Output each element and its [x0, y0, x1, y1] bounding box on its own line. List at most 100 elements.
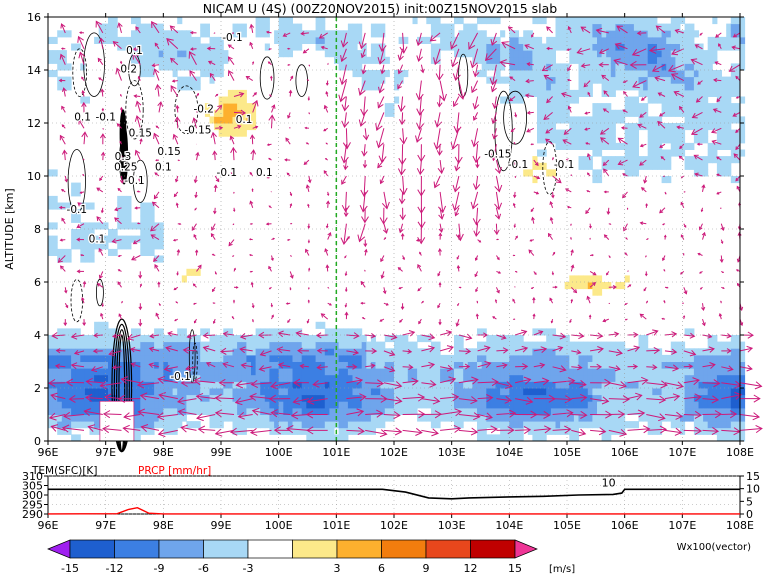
- wind-vector-head: [512, 202, 516, 206]
- wind-vector: [233, 111, 246, 114]
- wind-vector-head: [176, 248, 181, 253]
- ts-left-tick-label: 295: [22, 499, 43, 512]
- wind-vector: [546, 26, 553, 34]
- wind-vector-head: [722, 286, 725, 289]
- wind-vector-head: [249, 134, 256, 140]
- wind-vector: [214, 151, 216, 161]
- wind-vector-head: [230, 172, 234, 175]
- contour-label: -0.1: [508, 159, 529, 171]
- wind-vector-head: [117, 269, 121, 272]
- wind-vector: [215, 429, 235, 435]
- wind-vector-head: [592, 282, 597, 286]
- wind-vector-head: [82, 322, 87, 326]
- wind-vector-head: [570, 236, 572, 239]
- wind-vector: [344, 96, 347, 111]
- wind-vector: [456, 318, 460, 327]
- wind-vector: [491, 80, 497, 92]
- wind-vector: [402, 380, 418, 384]
- wind-vector-head: [735, 177, 739, 182]
- wind-vector-head: [303, 161, 308, 166]
- wind-vector: [440, 396, 459, 400]
- wind-vector: [514, 378, 531, 384]
- wind-vector-head: [165, 345, 172, 353]
- wind-vector: [127, 334, 141, 340]
- wind-vector-head: [475, 164, 480, 169]
- wind-vector-head: [735, 75, 739, 80]
- wind-vector-head: [639, 313, 644, 318]
- wind-vector-head: [137, 75, 141, 79]
- wind-vector-head: [378, 44, 387, 52]
- wind-vector: [694, 173, 703, 177]
- wind-vector-head: [438, 228, 444, 233]
- wind-vector: [278, 364, 291, 368]
- wind-vector-head: [117, 187, 121, 191]
- wind-vector: [496, 398, 512, 402]
- wind-vector: [691, 59, 703, 66]
- wind-vector-head: [151, 20, 158, 29]
- wind-vector-head: [415, 93, 424, 101]
- wind-vector-head: [739, 322, 744, 327]
- wind-vector: [250, 24, 254, 33]
- wind-vector-head: [470, 396, 478, 405]
- wind-vector-head: [658, 395, 667, 404]
- wind-vector-head: [637, 123, 643, 129]
- wind-vector-head: [465, 348, 472, 355]
- wind-vector-head: [68, 394, 76, 403]
- wind-vector: [640, 143, 647, 147]
- wind-vector-head: [470, 60, 478, 69]
- wind-vector: [252, 150, 255, 161]
- wind-vector: [652, 64, 666, 72]
- wind-vector: [203, 334, 216, 337]
- wind-vector-head: [647, 238, 649, 240]
- wind-vector-head: [153, 132, 160, 139]
- wind-vector-head: [448, 376, 457, 385]
- wind-vector-head: [81, 89, 85, 94]
- wind-vector-head: [635, 392, 643, 401]
- wind-vector: [233, 125, 241, 129]
- wind-vector-head: [307, 225, 311, 230]
- wind-vector-head: [586, 295, 591, 300]
- wind-vector-head: [642, 425, 651, 434]
- wind-vector: [696, 96, 703, 103]
- wind-vector-head: [234, 397, 243, 406]
- wind-vector: [493, 128, 497, 139]
- wind-vector-head: [676, 381, 684, 390]
- wind-vector: [644, 175, 647, 183]
- wind-vector-head: [613, 58, 621, 66]
- wind-vector-head: [84, 393, 93, 402]
- wind-vector: [683, 379, 700, 384]
- wind-vector-head: [428, 361, 436, 369]
- wind-vector-head: [445, 330, 453, 337]
- wind-vector: [277, 348, 291, 352]
- wind-vector-head: [359, 204, 368, 213]
- wind-vector: [233, 93, 244, 97]
- colorbar-tick-label: 15: [508, 562, 522, 575]
- wind-vector-head: [452, 184, 461, 193]
- wind-vector: [439, 331, 452, 336]
- wind-vector-head: [752, 412, 761, 421]
- wind-vector-head: [233, 192, 235, 195]
- wind-vector: [377, 96, 385, 108]
- wind-vector-head: [555, 177, 562, 184]
- wind-vector-head: [492, 102, 499, 110]
- wind-vector: [346, 396, 366, 400]
- wind-vector-head: [497, 238, 500, 241]
- wind-vector: [260, 350, 272, 356]
- wind-vector: [496, 349, 508, 352]
- wind-vector-head: [176, 273, 179, 276]
- wind-vector-head: [251, 188, 254, 191]
- wind-vector-head: [290, 255, 293, 257]
- wind-vector-head: [58, 78, 63, 83]
- wind-vector-head: [644, 273, 648, 277]
- wind-vector-head: [494, 166, 502, 175]
- wind-vector-head: [543, 425, 552, 434]
- wind-vector-head: [453, 424, 462, 433]
- wind-vector-head: [450, 141, 459, 150]
- wind-vector-head: [340, 40, 349, 48]
- wind-vector: [307, 398, 328, 403]
- wind-vector-head: [557, 346, 564, 352]
- wind-vector-head: [304, 126, 308, 130]
- wind-vector: [232, 147, 235, 161]
- wind-vector-head: [397, 54, 404, 61]
- wind-vector-head: [694, 426, 703, 435]
